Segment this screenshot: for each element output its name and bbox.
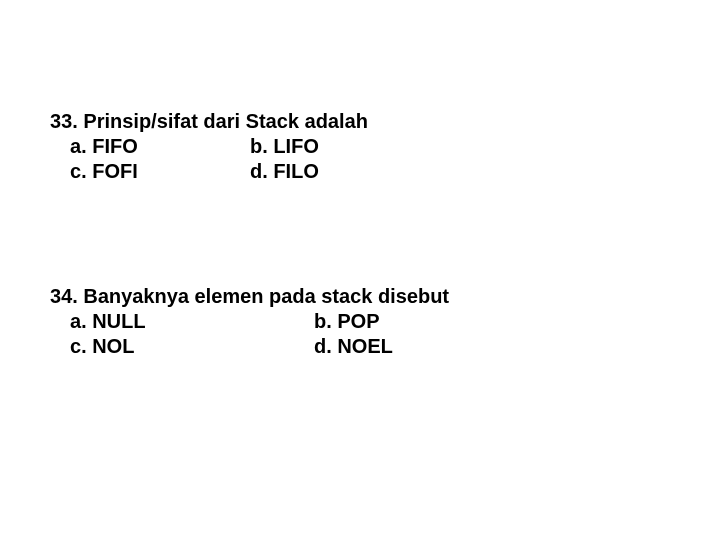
question-number: 33. bbox=[50, 111, 78, 133]
option-c: c. NOL bbox=[70, 335, 314, 360]
option-b: b. POP bbox=[314, 310, 380, 335]
question-prompt: Prinsip/sifat dari Stack adalah bbox=[83, 111, 368, 133]
question-33-stem: 33. Prinsip/sifat dari Stack adalah bbox=[50, 110, 670, 135]
option-d: d. NOEL bbox=[314, 335, 393, 360]
question-34-row-2: c. NOL d. NOEL bbox=[50, 335, 670, 360]
option-a: a. NULL bbox=[70, 310, 314, 335]
option-b: b. LIFO bbox=[250, 135, 319, 160]
question-prompt: Banyaknya elemen pada stack disebut bbox=[78, 286, 449, 308]
question-34: 34. Banyaknya elemen pada stack disebut … bbox=[50, 285, 670, 360]
question-34-stem: 34. Banyaknya elemen pada stack disebut bbox=[50, 285, 670, 310]
option-c: c. FOFI bbox=[70, 160, 250, 185]
question-33-row-1: a. FIFO b. LIFO bbox=[50, 135, 670, 160]
question-number: 34. bbox=[50, 286, 78, 308]
question-34-row-1: a. NULL b. POP bbox=[50, 310, 670, 335]
option-d: d. FILO bbox=[250, 160, 319, 185]
question-33: 33. Prinsip/sifat dari Stack adalah a. F… bbox=[50, 110, 670, 185]
question-33-row-2: c. FOFI d. FILO bbox=[50, 160, 670, 185]
option-a: a. FIFO bbox=[70, 135, 250, 160]
